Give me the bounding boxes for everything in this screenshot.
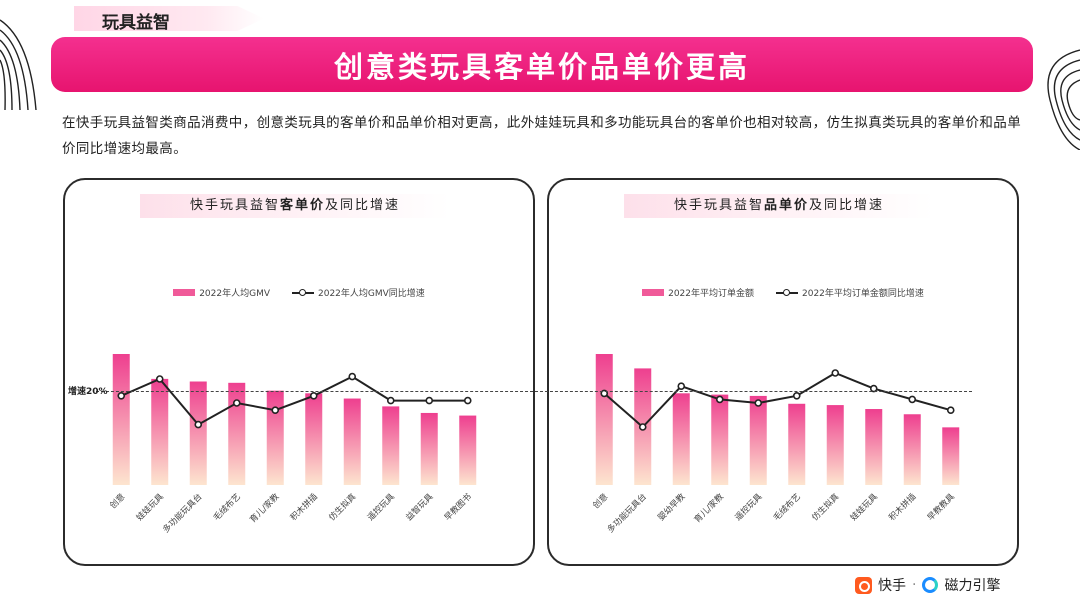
panel-item-unit-price: 快手玩具益智品单价及同比增速 2022年平均订单金额 2022年平均订单金额同比… bbox=[547, 178, 1019, 566]
legend-line-swatch bbox=[776, 288, 798, 296]
bar-right-8 bbox=[903, 414, 921, 485]
bar-left-0 bbox=[112, 354, 130, 485]
bar-left-4 bbox=[266, 390, 284, 485]
growth-point-right-5 bbox=[792, 391, 801, 400]
x-tick-label: 多功能玩具台 bbox=[605, 491, 649, 535]
growth-point-right-6 bbox=[831, 369, 840, 377]
x-tick-label: 毛绒布艺 bbox=[771, 491, 803, 523]
bar-right-7 bbox=[865, 409, 883, 485]
panel-customer-unit-price: 快手玩具益智客单价及同比增速 2022年人均GMV 2022年人均GMV同比增速 bbox=[63, 178, 535, 566]
panel-title-left-bold: 客单价 bbox=[279, 198, 325, 213]
legend-bar-label: 2022年人均GMV bbox=[199, 289, 270, 299]
panel-title-right: 快手玩具益智品单价及同比增速 bbox=[624, 194, 934, 218]
bar-right-2 bbox=[672, 393, 690, 485]
growth-point-left-3 bbox=[232, 399, 241, 407]
bar-left-3 bbox=[228, 382, 246, 485]
legend-bar-label: 2022年平均订单金额 bbox=[668, 289, 754, 299]
bar-left-9 bbox=[459, 415, 477, 485]
bar-left-6 bbox=[343, 398, 361, 485]
growth-point-left-5 bbox=[309, 391, 318, 400]
x-tick-label: 积木拼插 bbox=[887, 491, 919, 523]
x-tick-label: 益智玩具 bbox=[404, 491, 436, 523]
legend-right: 2022年平均订单金额 2022年平均订单金额同比增速 bbox=[549, 286, 1017, 299]
legend-line-swatch bbox=[292, 288, 314, 296]
magnetic-engine-logo-icon bbox=[922, 577, 939, 593]
legend-item-line-left: 2022年人均GMV同比增速 bbox=[292, 286, 425, 299]
bar-left-5 bbox=[305, 393, 323, 485]
x-tick-label: 育儿/家教 bbox=[248, 491, 282, 525]
legend-left: 2022年人均GMV 2022年人均GMV同比增速 bbox=[65, 286, 533, 299]
legend-line-label: 2022年平均订单金额同比增速 bbox=[802, 289, 924, 299]
intro-paragraph: 在快手玩具益智类商品消费中，创意类玩具的客单价和品单价相对更高，此外娃娃玩具和多… bbox=[62, 115, 1022, 157]
growth-point-right-2 bbox=[677, 382, 686, 391]
bar-right-5 bbox=[788, 403, 806, 485]
panel-title-left-post: 及同比增速 bbox=[325, 198, 401, 213]
growth-point-left-0 bbox=[117, 391, 126, 400]
bar-right-9 bbox=[942, 427, 960, 485]
section-tag: 玩具益智 bbox=[74, 6, 264, 31]
growth-point-right-8 bbox=[908, 395, 917, 404]
panel-title-left: 快手玩具益智客单价及同比增速 bbox=[140, 194, 450, 218]
legend-bar-swatch bbox=[173, 289, 196, 296]
x-tick-label: 创意 bbox=[591, 491, 611, 511]
bar-left-7 bbox=[382, 406, 400, 485]
x-tick-label: 仿生拟真 bbox=[810, 491, 842, 523]
x-tick-label: 早教教具 bbox=[925, 491, 957, 523]
legend-item-bar-right: 2022年平均订单金额 bbox=[642, 286, 754, 299]
panel-title-right-pre: 快手玩具益智 bbox=[673, 198, 764, 213]
x-tick-label: 仿生拟真 bbox=[327, 491, 359, 523]
corner-stripes-left bbox=[0, 19, 37, 110]
x-tick-label: 创意 bbox=[108, 491, 128, 511]
title-banner: 创意类玩具客单价品单价更高 bbox=[51, 37, 1033, 92]
legend-line-label: 2022年人均GMV同比增速 bbox=[318, 289, 425, 299]
growth-line-right bbox=[603, 371, 952, 429]
growth-point-left-1 bbox=[155, 375, 164, 383]
growth-point-left-8 bbox=[425, 396, 434, 405]
growth-point-left-6 bbox=[348, 372, 357, 381]
x-tick-label: 积木拼插 bbox=[288, 491, 320, 523]
section-tag-label: 玩具益智 bbox=[102, 13, 170, 33]
x-tick-label: 遥控玩具 bbox=[733, 491, 765, 523]
x-tick-label: 早教图书 bbox=[442, 491, 474, 523]
bar-right-6 bbox=[826, 405, 844, 485]
bar-left-2 bbox=[189, 381, 207, 485]
legend-item-line-right: 2022年平均订单金额同比增速 bbox=[776, 286, 924, 299]
page-title: 创意类玩具客单价品单价更高 bbox=[333, 49, 750, 84]
footer-brand2: 磁力引擎 bbox=[944, 578, 1001, 594]
growth-point-right-1 bbox=[638, 423, 647, 431]
footer-brand: 快手 · 磁力引擎 bbox=[855, 575, 1000, 595]
bar-right-3 bbox=[711, 394, 729, 485]
panel-title-right-bold: 品单价 bbox=[763, 198, 809, 213]
panel-title-right-post: 及同比增速 bbox=[809, 198, 885, 213]
growth-point-left-7 bbox=[386, 396, 395, 405]
growth-point-left-4 bbox=[271, 406, 280, 415]
x-tick-label: 婴幼早教 bbox=[656, 491, 688, 523]
growth-point-left-2 bbox=[194, 420, 203, 429]
growth-point-right-3 bbox=[715, 395, 724, 404]
growth-point-right-9 bbox=[946, 406, 955, 415]
bar-right-0 bbox=[595, 354, 613, 485]
x-tick-label: 遥控玩具 bbox=[365, 491, 397, 523]
footer-brand1: 快手 bbox=[878, 578, 906, 594]
bar-left-1 bbox=[151, 378, 169, 485]
growth-line-left bbox=[120, 375, 468, 426]
x-tick-label: 育儿/家教 bbox=[692, 491, 726, 525]
legend-item-bar-left: 2022年人均GMV bbox=[173, 286, 270, 299]
x-tick-label: 娃娃玩具 bbox=[134, 491, 166, 523]
x-tick-label: 多功能玩具台 bbox=[161, 491, 205, 535]
bar-right-4 bbox=[749, 395, 767, 485]
x-tick-label: 娃娃玩具 bbox=[848, 491, 880, 523]
reference-line-20pct bbox=[96, 391, 972, 392]
panel-title-left-pre: 快手玩具益智 bbox=[189, 198, 280, 213]
x-tick-label: 毛绒布艺 bbox=[211, 491, 243, 523]
kuaishou-logo-icon bbox=[855, 576, 872, 594]
growth-point-right-4 bbox=[754, 399, 763, 407]
growth-point-left-9 bbox=[463, 396, 472, 405]
legend-bar-swatch bbox=[642, 289, 665, 296]
reference-line-label: 增速20% bbox=[68, 387, 108, 397]
footer-separator: · bbox=[912, 577, 917, 593]
corner-stripes-right bbox=[1047, 49, 1080, 150]
bar-left-8 bbox=[420, 412, 438, 485]
